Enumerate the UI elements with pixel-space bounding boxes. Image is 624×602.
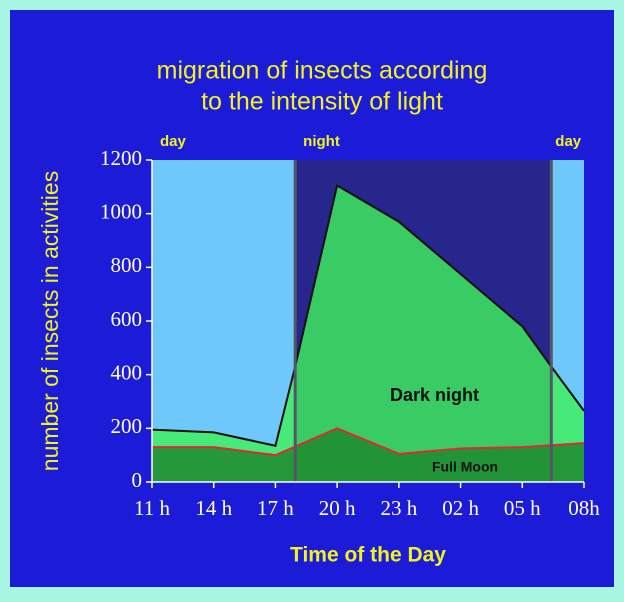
y-tick-label: 1200 [100, 146, 142, 170]
x-tick-label: 11 h [134, 496, 170, 520]
x-tick-label: 02 h [442, 496, 479, 520]
area [152, 428, 584, 482]
line [151, 183, 585, 447]
y-tick-label: 400 [111, 360, 143, 384]
y-tick-label: 1000 [100, 199, 142, 223]
y-tick-label: 200 [111, 414, 143, 438]
x-tick-label: 05 h [504, 496, 541, 520]
y-tick-label: 0 [132, 468, 143, 492]
x-tick-label: 17 h [257, 496, 294, 520]
line [152, 427, 585, 457]
annotation: Dark night [390, 385, 479, 405]
period-label: night [303, 133, 340, 150]
x-tick-label: 23 h [380, 496, 417, 520]
x-axis-label: Time of the Day [290, 544, 446, 567]
y-tick-label: 800 [111, 253, 143, 277]
x-tick-label: 14 h [195, 496, 232, 520]
chart-title: migration of insects according [157, 57, 488, 85]
y-axis-label: number of insects in activities [37, 171, 63, 471]
period-label: day [160, 133, 187, 150]
x-tick-label: 08h [568, 496, 600, 520]
annotation: Full Moon [432, 459, 498, 475]
chart-title: to the intensity of light [201, 88, 443, 116]
plot-area: day night day Dark night Full Moon 0 200 400 600… [100, 133, 600, 520]
area [152, 185, 584, 482]
x-tick-label: 20 h [319, 496, 356, 520]
period-band [152, 160, 296, 482]
y-tick-label: 600 [111, 307, 143, 331]
period-label: day [555, 133, 582, 150]
